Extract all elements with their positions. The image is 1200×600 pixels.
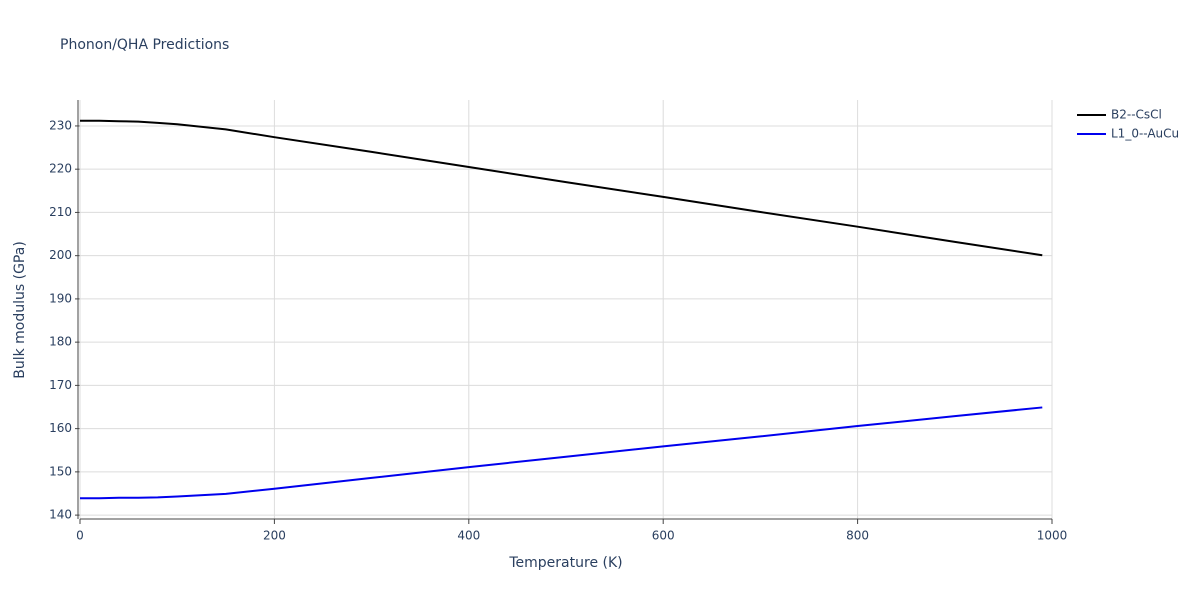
series-line: [80, 119, 1043, 257]
x-tick-label: 800: [846, 529, 869, 543]
legend-label: L1_0--AuCu: [1111, 127, 1179, 141]
y-tick-label: 220: [49, 162, 72, 176]
y-tick-label: 170: [49, 378, 72, 392]
series-line: [80, 406, 1043, 500]
x-tick-label: 0: [76, 529, 84, 543]
y-axis-label: Bulk modulus (GPa): [12, 241, 28, 379]
x-tick-label: 200: [263, 529, 286, 543]
y-tick-label: 200: [49, 248, 72, 262]
x-tick-label: 1000: [1037, 529, 1068, 543]
legend-label: B2--CsCl: [1111, 108, 1162, 122]
y-tick-label: 230: [49, 118, 72, 132]
y-tick-label: 150: [49, 464, 72, 478]
x-tick-label: 400: [457, 529, 480, 543]
y-tick-label: 190: [49, 291, 72, 305]
y-tick-label: 180: [49, 335, 72, 349]
x-tick-label: 600: [652, 529, 675, 543]
x-axis-label: Temperature (K): [508, 555, 622, 571]
y-tick-label: 160: [49, 421, 72, 435]
y-tick-label: 140: [49, 508, 72, 522]
chart-title: Phonon/QHA Predictions: [60, 37, 229, 53]
y-tick-label: 210: [49, 205, 72, 219]
